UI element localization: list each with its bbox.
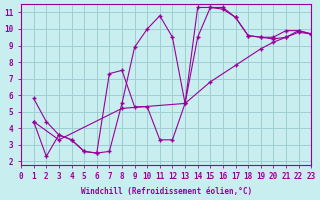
X-axis label: Windchill (Refroidissement éolien,°C): Windchill (Refroidissement éolien,°C) xyxy=(81,187,252,196)
